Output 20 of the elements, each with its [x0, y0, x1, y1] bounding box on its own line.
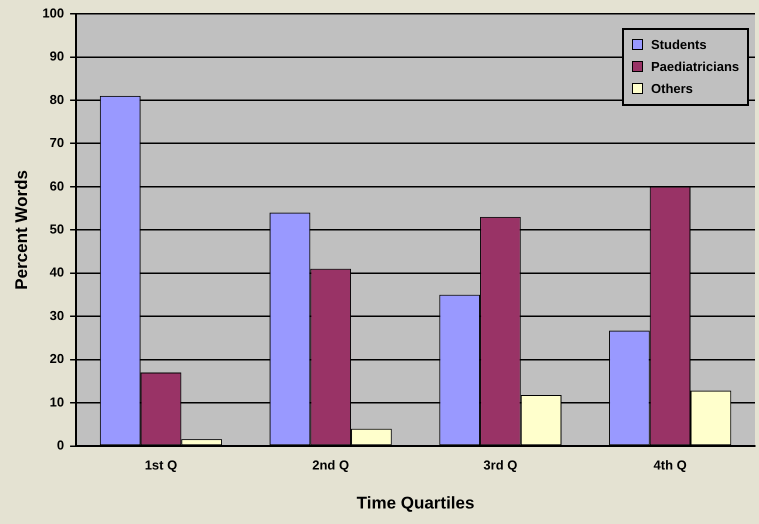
y-tick-label: 10	[50, 394, 64, 410]
y-tick-label: 20	[50, 351, 64, 366]
y-tick-label: 50	[50, 221, 64, 236]
x-tick-label: 1st Q	[144, 457, 178, 472]
y-tick-label: 0	[56, 438, 64, 453]
y-tick-label: 100	[42, 5, 64, 20]
x-tick-label: 4th Q	[654, 457, 687, 472]
y-tick-label: 70	[50, 135, 64, 150]
y-tick-label: 90	[50, 48, 64, 64]
x-tick-label: 3rd Q	[483, 457, 518, 472]
y-axis-title: Percent Words	[12, 170, 31, 290]
y-tick-label: 40	[50, 264, 64, 280]
legend-label: Others	[651, 81, 693, 96]
y-tick-label: 60	[50, 178, 64, 194]
x-axis-title: Time Quartiles	[356, 493, 474, 512]
y-tick-label: 80	[50, 92, 64, 107]
legend-label: Paediatricians	[651, 59, 740, 74]
legend-label: Students	[651, 37, 707, 52]
y-tick-label: 30	[50, 308, 64, 323]
x-tick-label: 2nd Q	[312, 457, 350, 472]
